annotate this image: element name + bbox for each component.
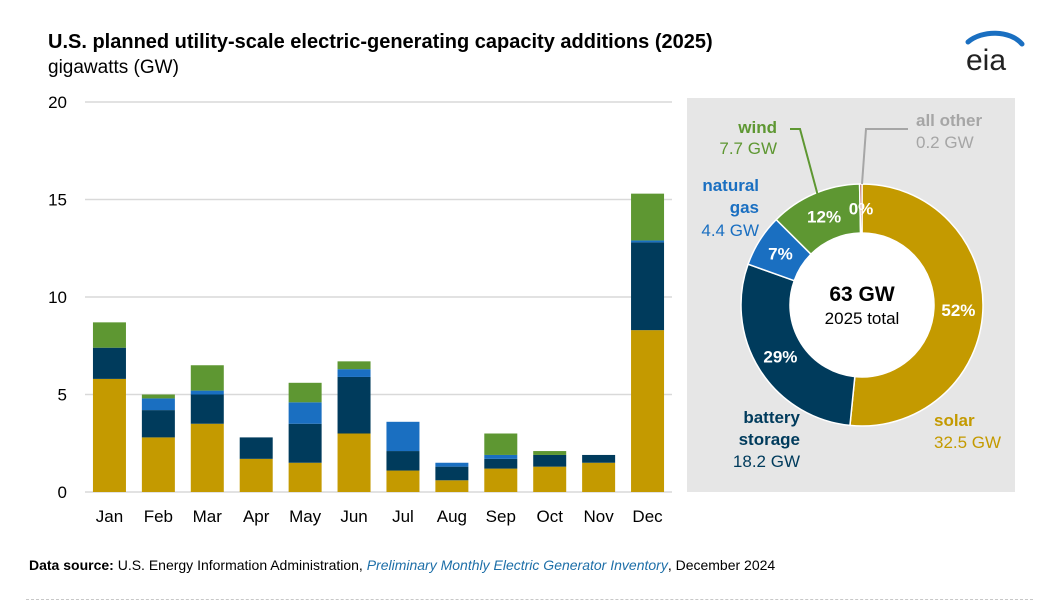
bar-segment-gas-aug xyxy=(435,462,469,467)
bar-segment-solar-may xyxy=(288,462,322,492)
battery-label-name-2: storage xyxy=(739,430,800,449)
x-tick-label: Sep xyxy=(486,507,516,526)
x-tick-label: Feb xyxy=(144,507,173,526)
x-tick-label: Nov xyxy=(584,507,615,526)
bar-segment-gas-sep xyxy=(484,454,518,459)
bar-segment-battery-dec xyxy=(631,242,665,331)
footer-divider xyxy=(26,599,1033,600)
bar-segment-wind-may xyxy=(288,382,322,403)
bar-segment-wind-jan xyxy=(92,322,126,348)
bar-segment-solar-nov xyxy=(582,462,616,492)
donut-percent-gas: 7% xyxy=(768,244,793,263)
bar-segment-battery-jan xyxy=(92,347,126,379)
wind-label-name: wind xyxy=(737,118,777,137)
x-tick-label: Jan xyxy=(96,507,123,526)
donut-chart xyxy=(740,183,984,427)
donut-slice-battery xyxy=(740,263,856,427)
bar-segment-wind-oct xyxy=(533,451,567,455)
x-tick-label: Mar xyxy=(193,507,223,526)
donut-hole xyxy=(790,233,934,377)
bar-segment-solar-jan xyxy=(92,378,126,492)
x-tick-label: Apr xyxy=(243,507,270,526)
y-tick-label: 10 xyxy=(48,288,67,307)
bar-segment-battery-oct xyxy=(533,454,567,467)
y-tick-label: 0 xyxy=(58,483,67,502)
bar-segment-wind-jun xyxy=(337,361,371,370)
footer-label: Data source: xyxy=(29,557,114,573)
bar-segment-gas-may xyxy=(288,402,322,424)
bar-segment-battery-sep xyxy=(484,458,518,469)
eia-logo: eia xyxy=(965,30,1025,76)
solar-label-name: solar xyxy=(934,411,975,430)
bar-segment-battery-nov xyxy=(582,454,616,463)
gas-label-name-2: gas xyxy=(730,198,759,217)
svg-text:eia: eia xyxy=(966,44,1006,76)
x-tick-label: Jul xyxy=(392,507,414,526)
donut-center-value: 63 GW xyxy=(829,283,895,306)
donut-percent-wind: 12% xyxy=(807,207,841,226)
other-leader-line xyxy=(861,128,908,185)
other-label-name: all other xyxy=(916,111,983,130)
bar-segment-solar-sep xyxy=(484,468,518,492)
bar-segment-solar-oct xyxy=(533,466,567,492)
x-tick-label: Oct xyxy=(536,507,563,526)
gas-label-value: 4.4 GW xyxy=(701,221,759,240)
bar-segment-wind-sep xyxy=(484,433,518,455)
bar-segment-solar-jun xyxy=(337,433,371,492)
bar-chart-grid xyxy=(85,101,672,493)
footer-text-2: , December 2024 xyxy=(667,557,776,573)
bar-segment-battery-jul xyxy=(386,451,420,471)
bar-chart-marks xyxy=(92,193,665,492)
bar-segment-gas-mar xyxy=(190,390,224,395)
bar-segment-solar-mar xyxy=(190,423,224,492)
bar-chart-x-labels: Jan Feb Mar Apr May Jun Jul Aug Sep Oct Nov Dec xyxy=(96,507,663,526)
y-tick-label: 15 xyxy=(48,191,67,210)
bar-segment-solar-feb xyxy=(141,437,175,492)
bar-segment-gas-dec xyxy=(631,240,665,243)
bar-segment-gas-jun xyxy=(337,369,371,377)
donut-slice-solar xyxy=(849,183,984,427)
battery-label-name-1: battery xyxy=(743,408,800,427)
bar-segment-gas-feb xyxy=(141,398,175,411)
battery-label-value: 18.2 GW xyxy=(733,452,800,471)
donut-percent-labels: 52% 29% 7% 12% 0% xyxy=(763,200,975,367)
x-tick-label: Dec xyxy=(632,507,663,526)
solar-label-value: 32.5 GW xyxy=(934,433,1001,452)
bar-segment-gas-jul xyxy=(386,421,420,452)
bar-segment-wind-dec xyxy=(631,193,665,241)
donut-percent-battery: 29% xyxy=(763,348,797,367)
wind-label-value: 7.7 GW xyxy=(719,139,777,158)
other-label-value: 0.2 GW xyxy=(916,133,974,152)
donut-slice-other xyxy=(858,183,863,234)
data-source-footer: Data source: U.S. Energy Information Adm… xyxy=(29,557,775,573)
bar-segment-battery-apr xyxy=(239,437,273,459)
bar-segment-solar-dec xyxy=(631,330,665,492)
bar-segment-solar-jul xyxy=(386,470,420,492)
wind-leader-line xyxy=(790,128,819,197)
bar-segment-battery-jun xyxy=(337,376,371,434)
bar-chart-y-labels: 0 5 10 15 20 xyxy=(48,93,67,502)
x-tick-label: Aug xyxy=(437,507,467,526)
footer-text-1: U.S. Energy Information Administration, xyxy=(113,557,367,573)
bar-segment-solar-apr xyxy=(239,458,273,492)
donut-percent-other: 0% xyxy=(849,200,874,219)
bar-segment-battery-may xyxy=(288,423,322,463)
x-tick-label: May xyxy=(289,507,322,526)
y-tick-label: 20 xyxy=(48,93,67,112)
donut-percent-solar: 52% xyxy=(941,301,975,320)
footer-source-link[interactable]: Preliminary Monthly Electric Generator I… xyxy=(366,557,668,573)
bar-segment-battery-mar xyxy=(190,394,224,424)
bar-segment-wind-mar xyxy=(190,365,224,391)
donut-center-label: 2025 total xyxy=(825,309,900,328)
unit-label: gigawatts (GW) xyxy=(48,57,179,78)
bar-segment-battery-aug xyxy=(435,466,469,481)
x-tick-label: Jun xyxy=(340,507,367,526)
bar-segment-wind-feb xyxy=(141,394,175,399)
bar-segment-battery-feb xyxy=(141,410,175,438)
gas-label-name-1: natural xyxy=(702,176,759,195)
y-tick-label: 5 xyxy=(58,386,67,405)
chart-title: U.S. planned utility-scale electric-gene… xyxy=(48,31,713,53)
bar-segment-solar-aug xyxy=(435,480,469,492)
